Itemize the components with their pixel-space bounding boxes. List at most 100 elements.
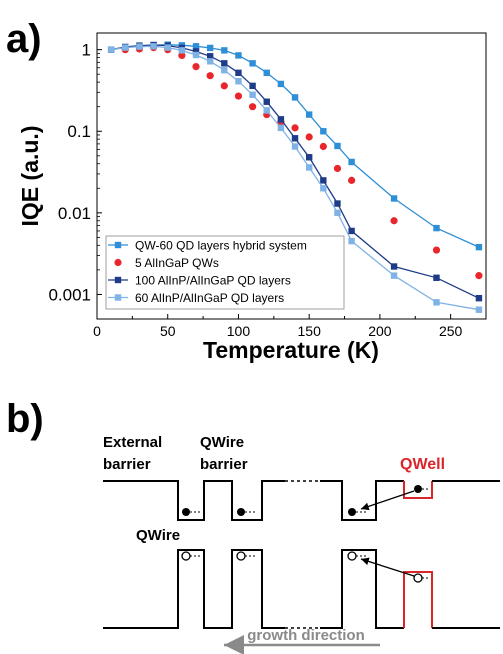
data-point bbox=[235, 78, 242, 85]
data-point bbox=[277, 124, 285, 132]
electron-icon bbox=[348, 508, 356, 516]
data-point bbox=[291, 124, 299, 132]
hole-transfer-arrow bbox=[360, 557, 415, 577]
data-point bbox=[263, 98, 270, 105]
external-barrier-label-line1: External bbox=[103, 434, 162, 451]
data-point bbox=[475, 294, 483, 302]
data-point bbox=[178, 51, 186, 60]
hole-icon bbox=[181, 551, 191, 561]
data-point bbox=[433, 299, 440, 306]
conduction-band-profile bbox=[103, 480, 404, 521]
data-point bbox=[263, 107, 270, 114]
qwell-label: QWell bbox=[400, 456, 445, 473]
data-point bbox=[291, 135, 299, 142]
data-point bbox=[305, 164, 313, 171]
data-point bbox=[235, 69, 242, 77]
data-point bbox=[192, 62, 200, 71]
panel-a: a) 0 50 100 150 200 250 1 0.1 0.01 0.001 Tempera… bbox=[6, 17, 487, 363]
plot-frame bbox=[96, 32, 487, 320]
data-point bbox=[291, 94, 299, 101]
data-point bbox=[249, 82, 256, 90]
data-point bbox=[164, 44, 171, 51]
valence-band-profile bbox=[103, 549, 404, 629]
data-point bbox=[348, 176, 356, 184]
qwell-conduction-band bbox=[403, 481, 433, 499]
growth-direction-label: growth direction bbox=[247, 627, 365, 644]
electron-icon bbox=[414, 485, 422, 493]
panel-a-label: a) bbox=[6, 17, 42, 61]
data-point bbox=[136, 43, 143, 50]
external-barrier-label-line2: barrier bbox=[103, 456, 151, 473]
data-point bbox=[433, 224, 440, 232]
electron-icon bbox=[182, 508, 190, 516]
data-point bbox=[334, 200, 341, 207]
data-point bbox=[305, 133, 313, 141]
electron-transfer-arrow bbox=[360, 490, 415, 511]
legend-marker bbox=[114, 294, 122, 301]
legend-label: 100 AlInP/AlInGaP QD layers bbox=[135, 274, 291, 288]
qwire-label: QWire bbox=[136, 527, 180, 544]
y-tick-label: 1 bbox=[82, 41, 91, 60]
data-point bbox=[221, 60, 228, 67]
data-point bbox=[122, 44, 129, 51]
legend-marker bbox=[114, 276, 122, 284]
data-point bbox=[221, 47, 228, 54]
data-point bbox=[107, 46, 115, 53]
electron-icons bbox=[182, 485, 430, 516]
data-point bbox=[390, 272, 398, 279]
legend-label: 5 AlInGaP QWs bbox=[135, 256, 219, 270]
data-point bbox=[263, 69, 270, 77]
data-point bbox=[305, 111, 313, 118]
data-point bbox=[277, 80, 285, 88]
legend: QW-60 QD layers hybrid system 5 AlInGaP Q… bbox=[105, 235, 345, 310]
hole-icon bbox=[347, 551, 357, 561]
x-tick-label: 250 bbox=[439, 323, 463, 339]
data-point bbox=[334, 209, 341, 217]
data-point bbox=[348, 237, 355, 245]
electron-icon bbox=[237, 508, 245, 516]
data-point bbox=[305, 154, 313, 161]
y-tick-label: 0.001 bbox=[48, 285, 91, 304]
hole-icon bbox=[413, 573, 423, 583]
series-4 bbox=[107, 43, 483, 313]
data-point bbox=[432, 246, 441, 254]
legend-label: QW-60 QD layers hybrid system bbox=[135, 239, 307, 253]
y-axis-ticks: 1 0.1 0.01 0.001 bbox=[48, 41, 102, 304]
data-point bbox=[277, 116, 285, 123]
data-point bbox=[220, 82, 228, 90]
data-point bbox=[475, 272, 483, 280]
data-point bbox=[319, 142, 327, 151]
x-tick-label: 50 bbox=[160, 323, 176, 339]
y-tick-label: 0.1 bbox=[67, 122, 91, 141]
data-point bbox=[150, 43, 157, 50]
x-axis-label: Temperature (K) bbox=[203, 337, 379, 363]
legend-marker bbox=[114, 258, 122, 267]
data-point bbox=[192, 48, 200, 55]
data-point bbox=[206, 72, 214, 80]
data-point bbox=[334, 142, 341, 150]
data-point bbox=[221, 67, 228, 74]
x-axis-ticks: 0 50 100 150 200 250 bbox=[93, 314, 463, 339]
data-point bbox=[475, 243, 483, 251]
data-point bbox=[206, 44, 214, 52]
y-tick-label: 0.01 bbox=[58, 204, 91, 223]
x-tick-label: 100 bbox=[227, 323, 251, 339]
panel-b-label: b) bbox=[6, 397, 44, 441]
data-point bbox=[348, 227, 355, 235]
data-point bbox=[475, 306, 483, 313]
hole-icon bbox=[236, 551, 246, 561]
data-point bbox=[320, 177, 327, 184]
legend-label: 60 AlInP/AlInGaP QD layers bbox=[135, 291, 284, 305]
hole-icons bbox=[181, 551, 430, 583]
data-point bbox=[192, 51, 200, 59]
data-point bbox=[291, 143, 299, 150]
qwell-valence-band bbox=[403, 571, 433, 628]
panel-b: b) External barrier QWire barrier QWell … bbox=[6, 397, 500, 654]
legend-marker bbox=[114, 241, 122, 249]
data-point bbox=[320, 128, 327, 135]
data-point bbox=[178, 47, 186, 54]
data-point bbox=[320, 185, 327, 192]
data-point bbox=[390, 217, 398, 225]
data-point bbox=[249, 103, 257, 111]
